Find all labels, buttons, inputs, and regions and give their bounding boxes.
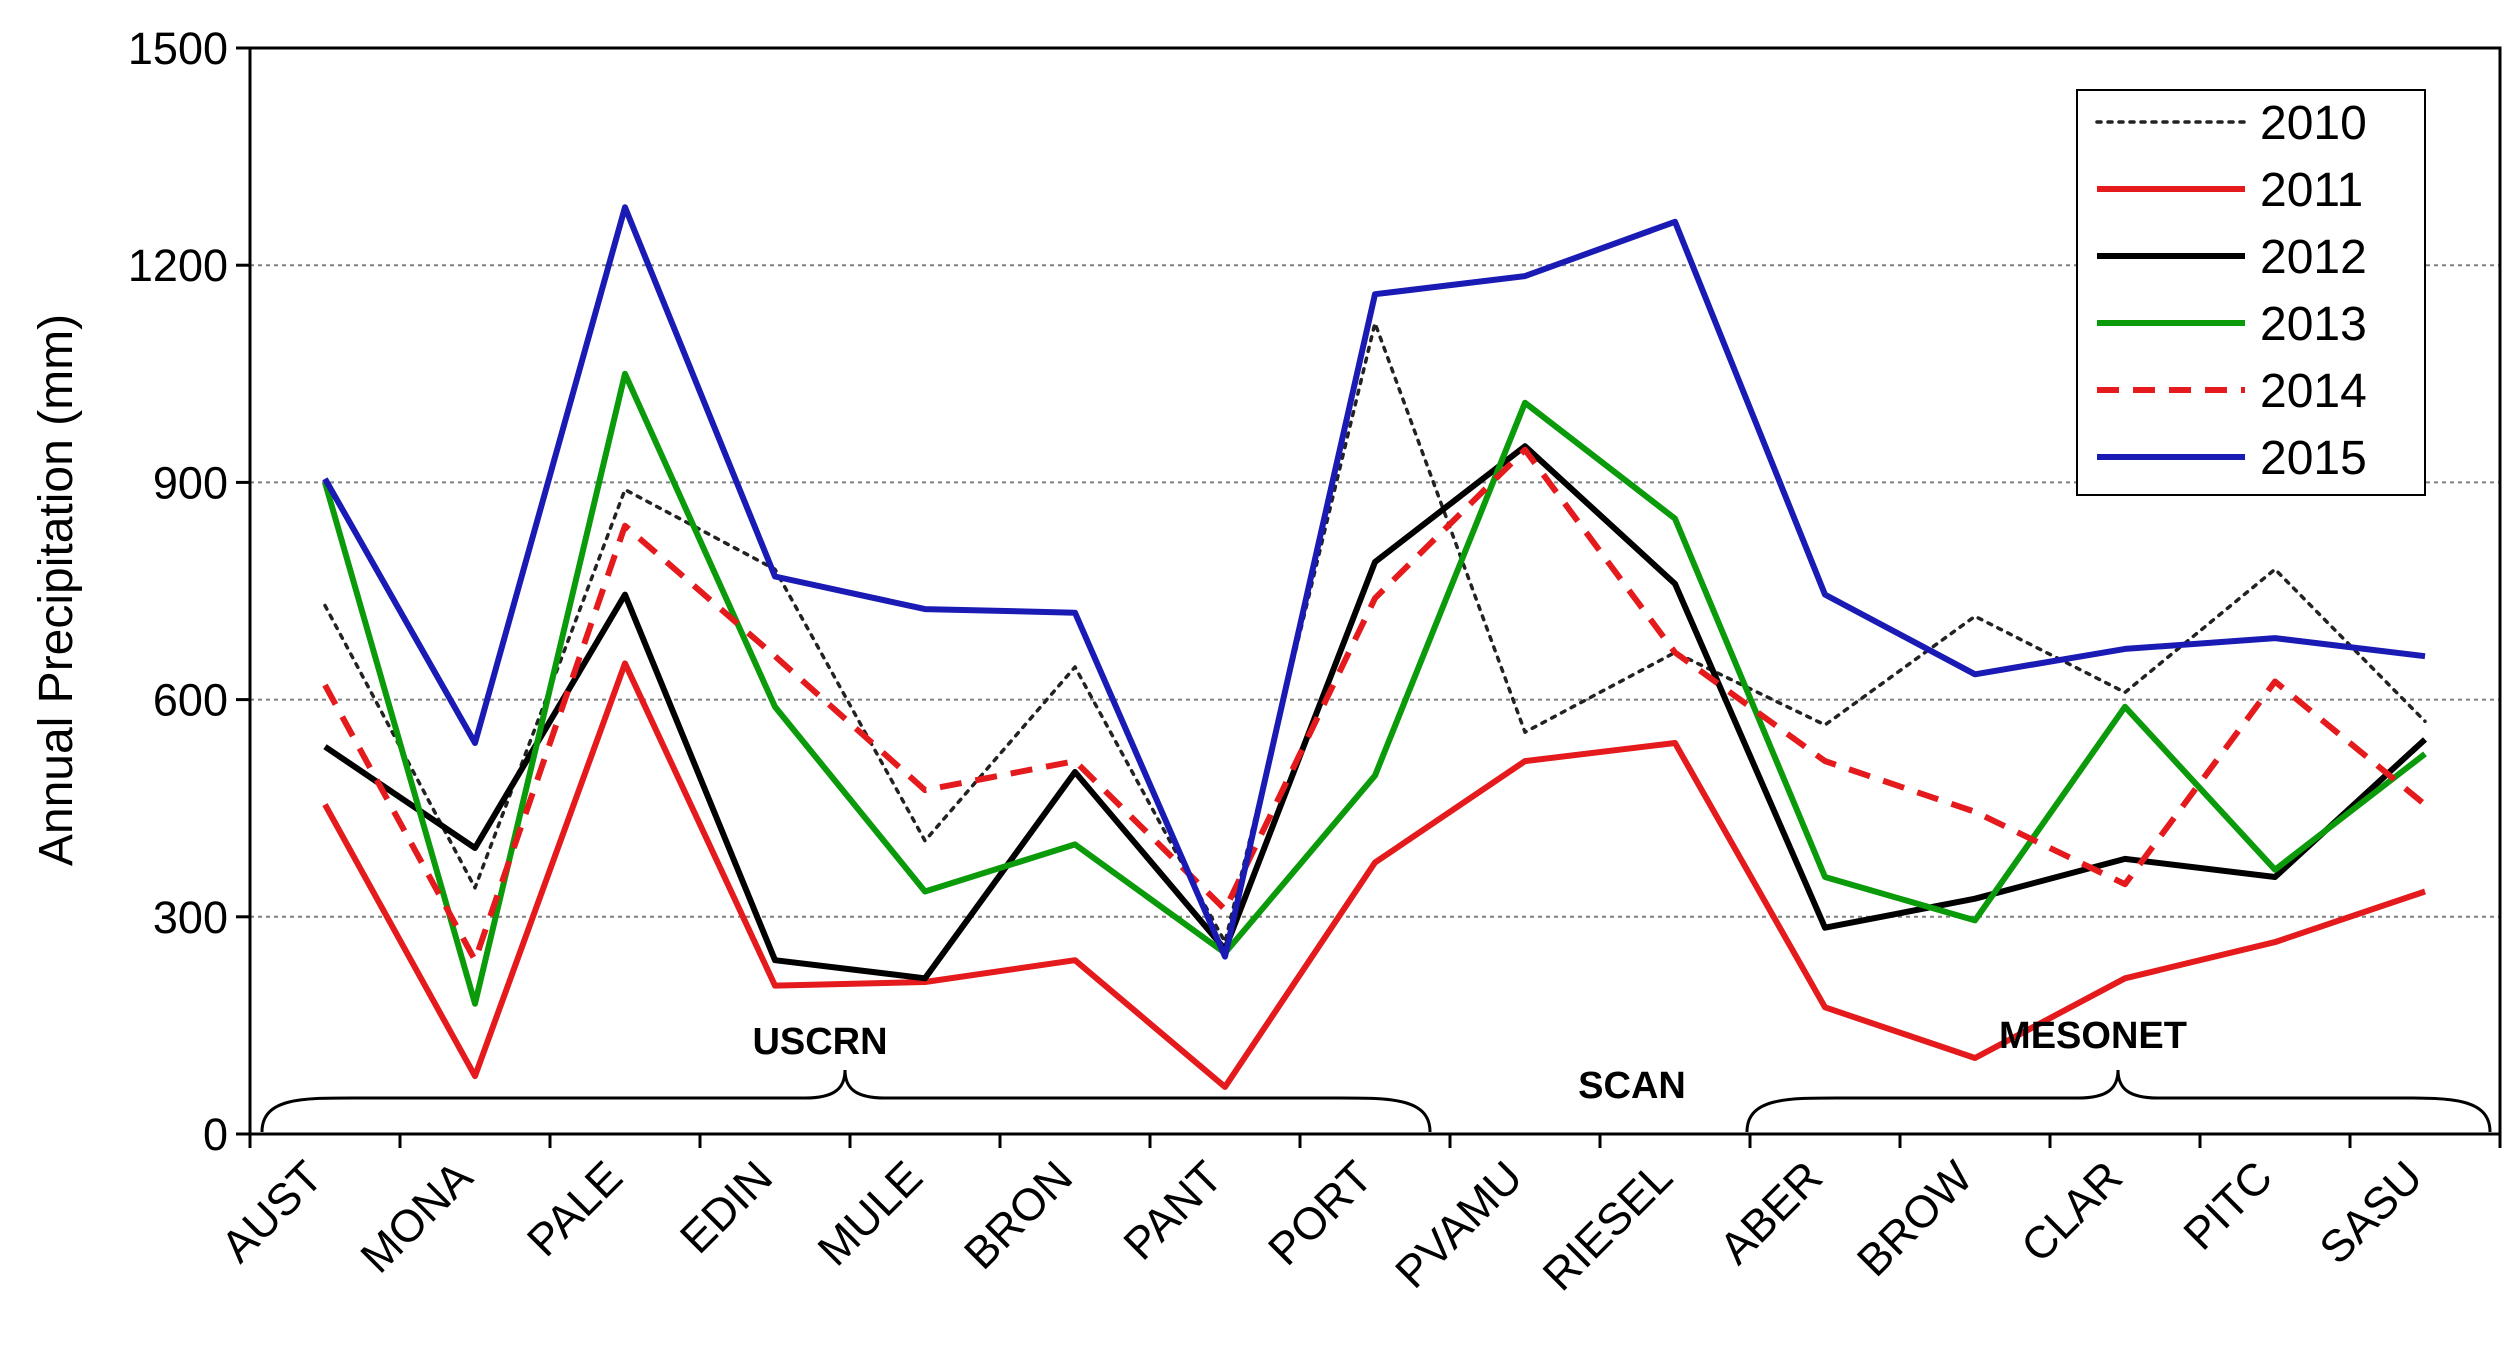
legend-box [2076, 89, 2426, 496]
legend-label: 2013 [2260, 298, 2367, 351]
series-line-2014 [322, 446, 2427, 964]
series-line-2015 [322, 204, 2426, 960]
x-tick-label: PORT [1258, 1151, 1382, 1275]
x-tick-label: PVAMU [1385, 1151, 1532, 1298]
x-tick-label: SASU [2309, 1151, 2432, 1274]
x-tick-label: CLAR [2011, 1151, 2132, 1272]
legend-label: 2014 [2260, 365, 2367, 418]
group-label: SCAN [1578, 1065, 1686, 1107]
y-axis-title: Annual Precipitation (mm) [30, 314, 83, 866]
legend: 2010 2011 2012 2013 2014 2015 [2076, 89, 2426, 496]
y-tick-label: 1500 [128, 23, 228, 74]
group-label: MESONET [1999, 1015, 2187, 1057]
group-label: USCRN [752, 1021, 887, 1063]
series-line-2010 [323, 321, 2427, 944]
x-tick-label: MONA [351, 1151, 483, 1283]
series-line-2011 [322, 660, 2426, 1090]
y-tick-label: 900 [153, 457, 228, 508]
y-tick-label: 0 [203, 1109, 228, 1160]
group-brace [1745, 1069, 2492, 1133]
x-tick-label: PITC [2174, 1151, 2283, 1260]
series-line-2012 [323, 443, 2428, 982]
y-tick-label: 1200 [128, 240, 228, 291]
y-tick-label: 600 [153, 675, 228, 726]
x-tick-label: PANT [1113, 1151, 1232, 1270]
x-tick-label: BROW [1847, 1151, 1982, 1286]
plot-frame [248, 46, 2502, 1136]
series-lines [322, 204, 2428, 1090]
legend-label: 2012 [2260, 231, 2367, 284]
x-tick-label: BRON [954, 1151, 1082, 1279]
x-tick-label: MULE [808, 1151, 932, 1275]
series-line-2013 [322, 370, 2427, 1007]
network-groups: USCRN MESONET SCAN [260, 1015, 2492, 1133]
x-tick-label: AUST [211, 1151, 332, 1272]
legend-label: 2015 [2260, 432, 2367, 485]
group-brace [260, 1069, 1432, 1133]
legend-label: 2010 [2260, 97, 2367, 150]
x-tick-label: PALE [517, 1151, 632, 1266]
x-tick-label: RIESEL [1533, 1151, 1682, 1300]
legend-label: 2011 [2260, 164, 2363, 217]
x-tick-label: EDIN [670, 1151, 782, 1263]
x-tick-label: ABER [1709, 1151, 1832, 1274]
y-tick-label: 300 [153, 892, 228, 943]
